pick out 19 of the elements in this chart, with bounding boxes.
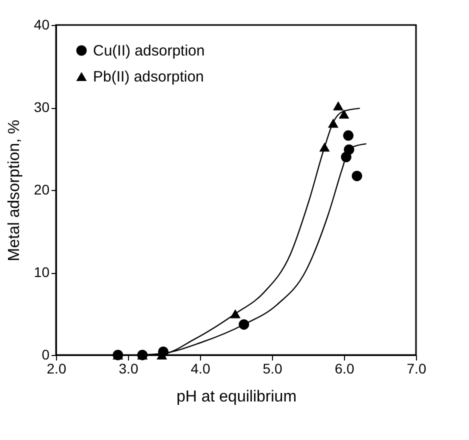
point xyxy=(338,110,350,119)
point xyxy=(332,101,344,110)
x-tick-label: 4.0 xyxy=(190,360,210,376)
x-tick-label: 5.0 xyxy=(262,360,282,376)
point xyxy=(352,170,362,182)
x-tick-label: 6.0 xyxy=(334,360,354,376)
y-tick-label: 10 xyxy=(34,264,50,280)
y-tick-label: 40 xyxy=(34,16,50,32)
y-tick-label: 20 xyxy=(34,182,50,198)
x-tick-label: 2.0 xyxy=(46,360,66,376)
legend-label: Pb(II) adsorption xyxy=(93,68,204,86)
y-tick-label: 30 xyxy=(34,99,50,115)
x-axis-title: pH at equilibrium xyxy=(176,388,297,406)
y-axis-title: Metal adsorption, % xyxy=(6,120,23,262)
x-tick-label: 3.0 xyxy=(118,360,138,376)
point xyxy=(343,130,354,141)
x-tick-label: 7.0 xyxy=(406,360,426,376)
y-tick-label: 0 xyxy=(42,346,50,362)
legend-label: Cu(II) adsorption xyxy=(93,42,205,60)
